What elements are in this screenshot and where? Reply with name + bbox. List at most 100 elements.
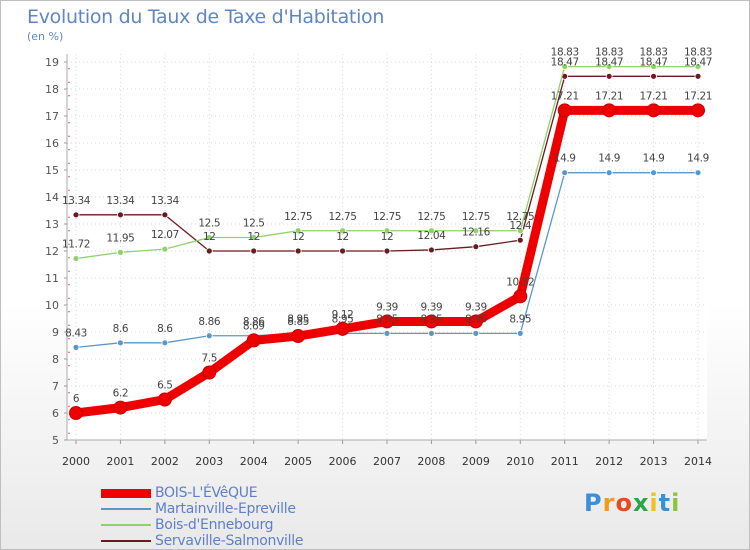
y-tick-label: 15: [45, 164, 59, 177]
data-label: 6: [73, 393, 80, 405]
data-point: [650, 63, 657, 70]
data-label: 18.47: [595, 56, 623, 68]
y-tick-label: 6: [52, 407, 59, 420]
data-label: 12.07: [151, 229, 179, 241]
data-point: [294, 227, 302, 235]
data-point: [646, 103, 661, 118]
legend-item-martainville-epreville[interactable]: Martainville-Epreville: [101, 501, 341, 517]
data-label: 12.5: [243, 218, 265, 230]
x-tick-label: 2014: [684, 455, 712, 468]
data-point: [472, 243, 480, 251]
data-label: 8.85: [287, 316, 309, 328]
data-label: 13.34: [151, 195, 180, 207]
legend-item-bois-d-ennebourg[interactable]: Bois-d'Ennebourg: [101, 517, 341, 533]
logo-letter: o: [615, 489, 633, 517]
data-label: 17.21: [640, 90, 668, 102]
x-tick-label: 2001: [106, 455, 134, 468]
data-label: 17.21: [595, 90, 623, 102]
legend-swatch: [101, 524, 151, 526]
y-tick-label: 14: [45, 191, 59, 204]
data-label: 12: [247, 231, 260, 243]
legend-item-servaville-salmonville[interactable]: Servaville-Salmonville: [101, 533, 341, 549]
data-point: [291, 329, 306, 344]
data-label: 8.95: [421, 313, 443, 325]
y-tick-label: 11: [45, 272, 59, 285]
data-label: 18.83: [595, 47, 623, 59]
data-label: 9.39: [421, 301, 443, 313]
data-label: 14.9: [554, 153, 576, 165]
y-tick-label: 10: [45, 299, 59, 312]
y-tick-label: 9: [52, 326, 59, 339]
data-point: [605, 169, 613, 177]
legend-swatch: [101, 489, 151, 498]
data-point: [72, 211, 80, 219]
data-label: 14.9: [687, 153, 709, 165]
data-point: [557, 103, 572, 118]
data-point: [161, 339, 169, 347]
data-label: 18.47: [640, 56, 668, 68]
y-axis-unit: (en %): [27, 30, 64, 43]
data-label: 18.83: [640, 47, 668, 59]
data-point: [72, 255, 80, 262]
data-label: 11.72: [62, 239, 90, 251]
data-label: 12.75: [284, 211, 312, 223]
data-point: [113, 400, 128, 415]
data-point: [605, 72, 613, 80]
data-point: [339, 227, 346, 235]
data-point: [294, 247, 302, 255]
data-point: [428, 329, 435, 337]
data-point: [694, 72, 702, 80]
data-point: [72, 343, 80, 351]
data-label: 18.83: [684, 47, 712, 59]
legend-label: Servaville-Salmonville: [155, 533, 304, 549]
data-point: [516, 329, 524, 337]
data-point: [202, 365, 217, 380]
data-point: [383, 329, 391, 337]
data-label: 9.12: [332, 309, 354, 321]
data-label: 8.69: [243, 320, 265, 332]
data-label: 8.95: [287, 313, 309, 325]
y-tick-label: 16: [45, 137, 59, 150]
data-label: 8.43: [65, 327, 87, 339]
legend-item-bois-l-eveque[interactable]: BOIS-L'ÉVêQUE: [101, 485, 341, 501]
data-label: 8.6: [157, 323, 173, 335]
x-tick-label: 2006: [329, 455, 357, 468]
data-point: [472, 227, 480, 235]
data-label: 12.16: [462, 227, 491, 239]
data-label: 10.32: [506, 276, 534, 288]
data-label: 13.34: [106, 195, 135, 207]
legend-swatch: [101, 508, 151, 510]
data-point: [380, 314, 394, 329]
data-point: [691, 103, 705, 118]
data-label: 8.95: [465, 313, 487, 325]
y-tick-label: 7: [52, 380, 59, 393]
data-label: 6.5: [157, 380, 173, 392]
data-label: 18.83: [551, 47, 579, 59]
data-label: 12: [292, 231, 305, 243]
logo-letter: x: [632, 489, 650, 517]
x-tick-label: 2008: [417, 455, 445, 468]
data-label: 12.4: [509, 220, 531, 232]
logo-letter: i: [671, 489, 681, 517]
logo-letter: P: [584, 489, 603, 517]
logo-letter: i: [649, 489, 659, 517]
data-point: [383, 227, 391, 235]
legend-label: BOIS-L'ÉVêQUE: [155, 485, 258, 501]
data-label: 13.34: [62, 195, 91, 207]
y-tick-label: 19: [45, 56, 59, 69]
legend-swatch: [101, 540, 151, 542]
x-tick-label: 2012: [595, 455, 623, 468]
data-label: 11.95: [106, 232, 134, 244]
data-point: [428, 246, 435, 254]
data-point: [205, 234, 213, 241]
data-label: 17.21: [551, 90, 579, 102]
data-point: [117, 339, 124, 347]
proxiti-logo: Proxiti: [584, 489, 680, 517]
x-tick-label: 2009: [462, 455, 490, 468]
data-label: 12: [336, 231, 349, 243]
data-point: [602, 103, 617, 118]
x-tick-label: 2013: [640, 455, 668, 468]
data-label: 8.86: [243, 316, 265, 328]
data-point: [605, 63, 613, 70]
data-point: [117, 211, 124, 219]
